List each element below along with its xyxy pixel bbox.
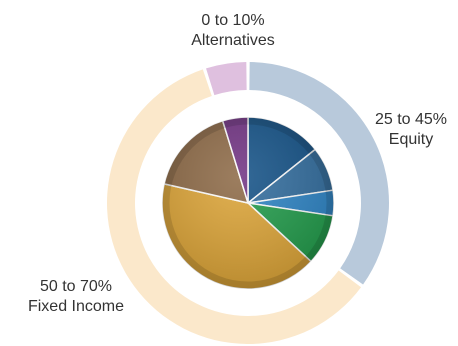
- outer-ring: [106, 62, 389, 345]
- ring-slice-equity: [249, 62, 389, 285]
- label-fixed-income-range: 50 to 70%: [39, 278, 113, 295]
- label-fixed-income-name: Fixed Income: [27, 298, 125, 315]
- inner-pie: [161, 116, 335, 290]
- ring-slice-alternatives: [206, 62, 247, 96]
- label-equity-name: Equity: [388, 131, 434, 148]
- label-equity: 25 to 45% Equity: [366, 110, 456, 150]
- label-alternatives-range: 0 to 10%: [201, 12, 265, 29]
- label-alternatives-name: Alternatives: [191, 32, 275, 49]
- label-equity-range: 25 to 45%: [374, 111, 448, 128]
- label-alternatives: 0 to 10% Alternatives: [168, 11, 298, 51]
- pie-shading: [162, 117, 334, 289]
- pie-bevel-rim: [162, 117, 334, 289]
- label-fixed-income: 50 to 70% Fixed Income: [6, 277, 146, 317]
